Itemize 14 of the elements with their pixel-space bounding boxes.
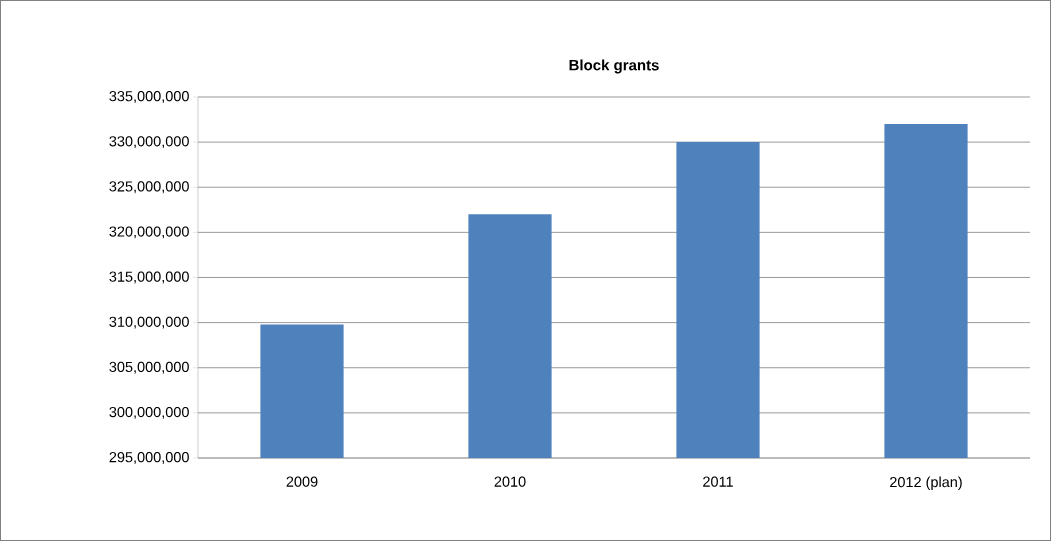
y-tick-label: 325,000,000 [109,181,189,194]
y-tick-label: 300,000,000 [109,406,189,419]
chart-title: Block grants [569,59,659,74]
y-tick-label: 315,000,000 [109,271,189,284]
x-tick-label: 2011 [703,476,733,487]
x-tick-label: 2012 (plan) [890,476,962,491]
y-tick-label: 330,000,000 [109,136,189,149]
x-tick-label: 2009 [286,476,318,487]
y-tick-label: 305,000,000 [109,361,189,374]
y-tick-label: 335,000,000 [109,91,189,103]
y-tick-label: 320,000,000 [109,226,189,239]
y-tick-label: 295,000,000 [109,452,189,464]
x-tick-label: 2010 [494,476,526,487]
y-tick-label: 310,000,000 [109,316,189,329]
